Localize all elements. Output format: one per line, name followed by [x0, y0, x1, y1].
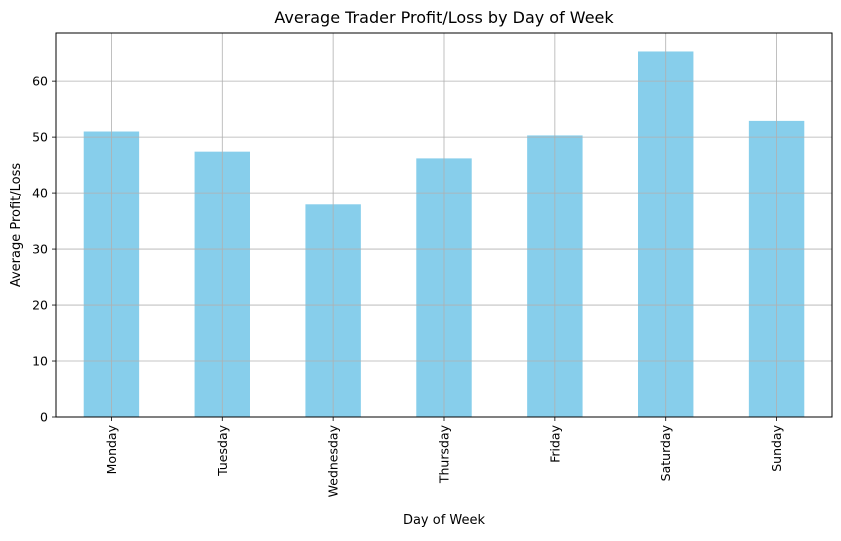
- x-tick-label: Friday: [547, 424, 562, 462]
- y-tick-label: 50: [32, 130, 48, 145]
- y-tick-label: 40: [32, 186, 48, 201]
- x-tick-label: Sunday: [769, 424, 784, 471]
- x-tick-label: Monday: [104, 424, 119, 474]
- chart-title: Average Trader Profit/Loss by Day of Wee…: [274, 8, 614, 27]
- ticks-layer: 0 10 20 30 40 50 60 Monday Tuesday Wednesday Thurs…: [32, 74, 784, 498]
- x-tick-label: Thursday: [437, 424, 452, 484]
- y-tick-label: 60: [32, 74, 48, 89]
- y-tick-label: 20: [32, 298, 48, 313]
- y-tick-label: 0: [40, 410, 48, 425]
- x-axis-label: Day of Week: [403, 513, 486, 528]
- x-tick-label: Tuesday: [215, 424, 230, 476]
- x-tick-label: Wednesday: [326, 424, 341, 497]
- y-tick-label: 10: [32, 354, 48, 369]
- y-axis-label: Average Profit/Loss: [9, 163, 24, 288]
- y-tick-label: 30: [32, 242, 48, 257]
- x-tick-label: Saturday: [658, 424, 673, 481]
- grid-layer: [56, 33, 832, 418]
